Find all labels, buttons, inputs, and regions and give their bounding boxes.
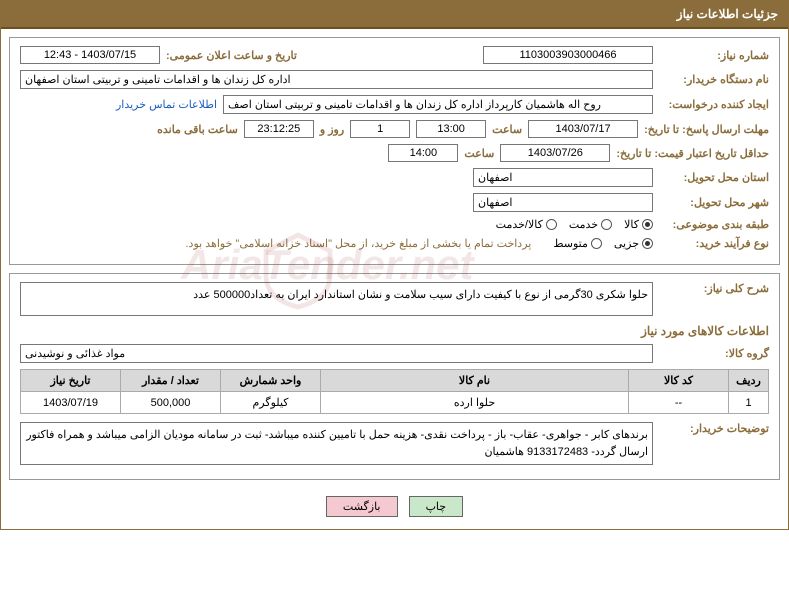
group-field: مواد غذائی و نوشیدنی: [20, 344, 653, 363]
price-validity-time: 14:00: [388, 144, 458, 162]
th-qty: تعداد / مقدار: [121, 370, 221, 392]
contact-link[interactable]: اطلاعات تماس خریدار: [116, 98, 217, 111]
row-price-validity: حداقل تاریخ اعتبار قیمت: تا تاریخ: 1403/…: [20, 144, 769, 162]
price-validity-label: حداقل تاریخ اعتبار قیمت: تا تاریخ:: [616, 147, 769, 160]
province-field: اصفهان: [473, 168, 653, 187]
th-name: نام کالا: [321, 370, 629, 392]
table-row: 1 -- حلوا ارده کیلوگرم 500,000 1403/07/1…: [21, 392, 769, 414]
days-label: روز و: [320, 123, 344, 136]
radio-dot: [601, 219, 612, 230]
days-field: 1: [350, 120, 410, 138]
announce-label: تاریخ و ساعت اعلان عمومی:: [166, 49, 297, 62]
province-label: استان محل تحویل:: [659, 171, 769, 184]
desc-text: حلوا شکری 30گرمی از نوع با کیفیت دارای س…: [20, 282, 653, 316]
radio-khedmat[interactable]: خدمت: [569, 218, 612, 231]
city-label: شهر محل تحویل:: [659, 196, 769, 209]
buyer-org-field: اداره کل زندان ها و اقدامات تامینی و ترب…: [20, 70, 653, 89]
time-label-2: ساعت: [464, 147, 494, 160]
deadline-date: 1403/07/17: [528, 120, 638, 138]
radio-jozee[interactable]: جزیی: [614, 237, 653, 250]
th-code: کد کالا: [629, 370, 729, 392]
cell-row: 1: [729, 392, 769, 414]
radio-kala[interactable]: کالا: [624, 218, 653, 231]
buyer-notes-text: برندهای کابر - جواهری- عقاب- باز - پرداخ…: [20, 422, 653, 465]
remaining-label: ساعت باقی مانده: [157, 123, 238, 136]
process-radio-group: جزیی متوسط: [553, 237, 653, 250]
row-need-number: شماره نیاز: 1103003903000466 تاریخ و ساع…: [20, 46, 769, 64]
cell-date: 1403/07/19: [21, 392, 121, 414]
row-process: نوع فرآیند خرید: جزیی متوسط پرداخت تمام …: [20, 237, 769, 250]
print-button[interactable]: چاپ: [409, 496, 464, 517]
main-info-box: شماره نیاز: 1103003903000466 تاریخ و ساع…: [9, 37, 780, 265]
cell-code: --: [629, 392, 729, 414]
deadline-label: مهلت ارسال پاسخ: تا تاریخ:: [644, 123, 769, 136]
radio-dot: [546, 219, 557, 230]
announce-field: 1403/07/15 - 12:43: [20, 46, 160, 64]
back-button[interactable]: بازگشت: [326, 496, 398, 517]
row-category: طبقه بندی موضوعی: کالا خدمت کالا/خدمت: [20, 218, 769, 231]
button-row: چاپ بازگشت: [9, 488, 780, 521]
page-container: AriaTender.net جزئیات اطلاعات نیاز شماره…: [0, 0, 789, 530]
desc-label: شرح کلی نیاز:: [659, 282, 769, 295]
row-buyer-notes: توضیحات خریدار: برندهای کابر - جواهری- ع…: [20, 422, 769, 465]
content: شماره نیاز: 1103003903000466 تاریخ و ساع…: [1, 29, 788, 529]
category-label: طبقه بندی موضوعی:: [659, 218, 769, 231]
requester-field: روح اله هاشمیان کارپرداز اداره کل زندان …: [223, 95, 653, 114]
row-city: شهر محل تحویل: اصفهان: [20, 193, 769, 212]
cell-name: حلوا ارده: [321, 392, 629, 414]
page-title-bar: جزئیات اطلاعات نیاز: [1, 1, 788, 29]
requester-label: ایجاد کننده درخواست:: [659, 98, 769, 111]
page-title: جزئیات اطلاعات نیاز: [677, 7, 778, 21]
countdown-field: 23:12:25: [244, 120, 314, 138]
row-desc: شرح کلی نیاز: حلوا شکری 30گرمی از نوع با…: [20, 282, 769, 316]
row-buyer-org: نام دستگاه خریدار: اداره کل زندان ها و ا…: [20, 70, 769, 89]
details-box: شرح کلی نیاز: حلوا شکری 30گرمی از نوع با…: [9, 273, 780, 480]
row-requester: ایجاد کننده درخواست: روح اله هاشمیان کار…: [20, 95, 769, 114]
payment-note: پرداخت تمام یا بخشی از مبلغ خرید، از محل…: [186, 237, 532, 250]
buyer-org-label: نام دستگاه خریدار:: [659, 73, 769, 86]
group-label: گروه کالا:: [659, 347, 769, 360]
cell-qty: 500,000: [121, 392, 221, 414]
th-unit: واحد شمارش: [221, 370, 321, 392]
table-header-row: ردیف کد کالا نام کالا واحد شمارش تعداد /…: [21, 370, 769, 392]
radio-dot: [642, 238, 653, 249]
row-group: گروه کالا: مواد غذائی و نوشیدنی: [20, 344, 769, 363]
buyer-notes-label: توضیحات خریدار:: [659, 422, 769, 435]
time-label-1: ساعت: [492, 123, 522, 136]
need-number-field: 1103003903000466: [483, 46, 653, 64]
radio-dot: [591, 238, 602, 249]
items-title: اطلاعات کالاهای مورد نیاز: [20, 324, 769, 338]
price-validity-date: 1403/07/26: [500, 144, 610, 162]
deadline-time: 13:00: [416, 120, 486, 138]
cell-unit: کیلوگرم: [221, 392, 321, 414]
category-radio-group: کالا خدمت کالا/خدمت: [496, 218, 653, 231]
radio-kala-khedmat[interactable]: کالا/خدمت: [496, 218, 557, 231]
th-row: ردیف: [729, 370, 769, 392]
process-label: نوع فرآیند خرید:: [659, 237, 769, 250]
row-deadline: مهلت ارسال پاسخ: تا تاریخ: 1403/07/17 سا…: [20, 120, 769, 138]
th-date: تاریخ نیاز: [21, 370, 121, 392]
city-field: اصفهان: [473, 193, 653, 212]
need-number-label: شماره نیاز:: [659, 49, 769, 62]
radio-dot: [642, 219, 653, 230]
row-province: استان محل تحویل: اصفهان: [20, 168, 769, 187]
radio-motevaset[interactable]: متوسط: [553, 237, 602, 250]
items-table: ردیف کد کالا نام کالا واحد شمارش تعداد /…: [20, 369, 769, 414]
